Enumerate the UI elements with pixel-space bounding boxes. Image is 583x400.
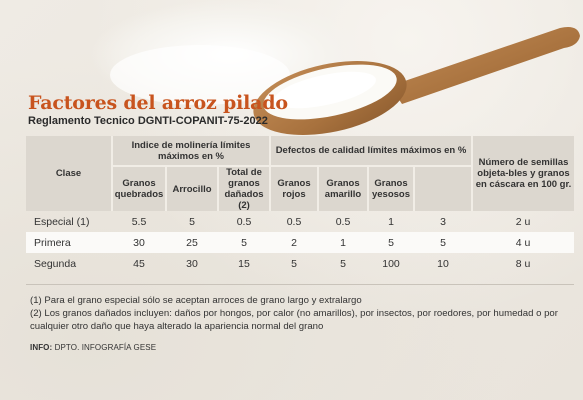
info-text: DPTO. INFOGRAFÍA GESE [54, 343, 157, 352]
header-molineria: Indice de molinería límites máximos en % [111, 136, 270, 166]
subheader-granos-amarillo: Granos amarillo [317, 165, 368, 211]
cell: 2 [270, 232, 318, 253]
subheader-granos-quebrados: Granos quebrados [111, 165, 166, 211]
footnote-1: (1) Para el grano especial sólo se acept… [30, 295, 362, 306]
cell: 0.5 [286, 215, 302, 228]
cell: 100 [382, 257, 400, 270]
table-row: Segunda 45 30 15 5 5 100 10 8 u [26, 253, 574, 274]
cell: 30 [112, 232, 166, 253]
subheader-granos-rojos: Granos rojos [269, 165, 318, 211]
cell: 5 [218, 232, 270, 253]
cell: 8 u [515, 257, 531, 270]
cell: 30 [186, 257, 198, 270]
subheader-total-danados: Total de granos dañados (2) [217, 165, 270, 211]
source-credit: INFO: DPTO. INFOGRAFÍA GESE [30, 343, 156, 352]
row-label: Primera [26, 232, 112, 253]
cell: 0.5 [335, 215, 351, 228]
spoon-handle [390, 27, 580, 104]
header-semillas: Número de semillas objeta-bles y granos … [471, 136, 574, 211]
subheader-arrocillo: Arrocillo [165, 165, 218, 211]
page-subtitle: Reglamento Tecnico DGNTI-COPANIT-75-2022 [28, 115, 268, 127]
cell: 5 [189, 215, 195, 228]
cell: 5 [414, 232, 472, 253]
header-clase: Clase [26, 136, 112, 211]
cell: 5 [368, 232, 414, 253]
page-title: Factores del arroz pilado [28, 92, 288, 114]
rice-and-spoon-illustration [90, 0, 580, 136]
footnotes: (1) Para el grano especial sólo se acept… [30, 294, 570, 334]
table-row: Especial (1) 5.5 5 0.5 0.5 0.5 1 3 2 u [26, 211, 574, 232]
cell: 1 [318, 232, 368, 253]
cell: 5 [291, 257, 297, 270]
cell: 25 [166, 232, 218, 253]
cell: 10 [437, 257, 449, 270]
cell: 5 [340, 257, 346, 270]
cell: 2 u [515, 215, 531, 228]
row-label: Segunda [34, 257, 77, 270]
cell: 45 [133, 257, 145, 270]
subheader-granos-yesosos: Granos yesosos [367, 165, 414, 211]
cell: 4 u [472, 232, 574, 253]
footnote-2: (2) Los granos dañados incluyen: daños p… [30, 308, 558, 333]
subheader-blank [413, 165, 472, 211]
cell: 0.5 [236, 215, 252, 228]
header-defectos: Defectos de calidad límites máximos en % [269, 136, 472, 166]
cell: 3 [440, 215, 446, 228]
table-row: Primera 30 25 5 2 1 5 5 4 u [26, 232, 574, 253]
cell: 15 [238, 257, 250, 270]
divider [26, 284, 574, 285]
quality-table: Clase Indice de molinería límites máximo… [26, 136, 574, 274]
cell: 1 [388, 215, 394, 228]
info-label: INFO: [30, 343, 53, 352]
row-label: Especial (1) [34, 215, 90, 228]
cell: 5.5 [131, 215, 147, 228]
